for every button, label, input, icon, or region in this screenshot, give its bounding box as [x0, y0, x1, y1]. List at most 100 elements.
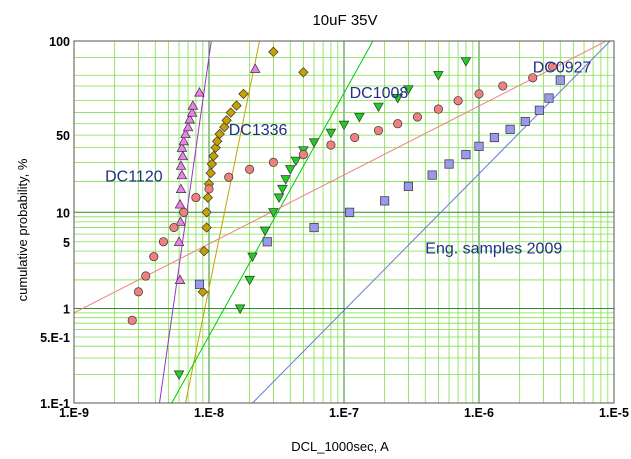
data-point	[204, 184, 214, 194]
data-point	[403, 85, 414, 95]
data-point	[453, 96, 463, 106]
data-point	[174, 198, 186, 209]
x-tick-label: 1.E-5	[599, 406, 629, 420]
data-point	[534, 105, 544, 115]
data-point	[178, 135, 190, 146]
data-point	[555, 75, 565, 85]
data-point	[268, 46, 279, 58]
data-point	[219, 121, 230, 133]
data-points	[127, 46, 565, 381]
data-point	[182, 121, 194, 132]
plot-frame	[73, 40, 615, 404]
data-point	[247, 252, 258, 263]
data-point	[149, 252, 159, 262]
data-point	[444, 159, 454, 169]
data-point	[245, 164, 255, 174]
data-point	[433, 71, 444, 81]
data-point	[231, 100, 242, 111]
data-point	[249, 63, 261, 73]
data-point	[175, 216, 186, 226]
data-point	[298, 67, 309, 78]
data-point	[206, 158, 218, 170]
data-point	[309, 223, 319, 233]
data-point	[202, 192, 214, 203]
data-point	[234, 304, 246, 314]
data-point	[259, 226, 271, 237]
fit-line	[159, 41, 212, 403]
data-point	[505, 124, 515, 134]
y-tick-label: 1.E-1	[40, 397, 70, 411]
data-point	[393, 119, 403, 129]
y-tick-label: 1	[63, 303, 70, 317]
data-point	[350, 132, 360, 143]
data-point	[308, 138, 320, 148]
data-point	[179, 207, 189, 217]
data-point	[197, 286, 209, 298]
data-point	[433, 104, 443, 114]
tick-labels: 1.E-9 1.E-8 1.E-7 1.E-6 1.E-5 100 50 10 5 1 5.E-1 1…	[40, 35, 629, 420]
x-tick-label: 1.E-9	[59, 406, 89, 420]
data-point	[262, 237, 272, 247]
data-point	[380, 196, 390, 206]
data-point	[191, 193, 201, 203]
data-point	[373, 102, 384, 113]
data-point	[180, 128, 191, 139]
data-point	[547, 62, 557, 72]
y-tick-label: 10	[56, 206, 70, 220]
annotation-label: DC1120	[105, 169, 163, 186]
data-point	[173, 236, 185, 246]
data-point	[194, 279, 205, 289]
annotation-label: Eng. samples 2009	[425, 240, 562, 257]
data-point	[280, 175, 292, 185]
data-point	[174, 274, 186, 284]
data-point	[176, 142, 188, 152]
data-point	[273, 193, 285, 204]
data-point	[326, 140, 336, 150]
data-point	[460, 57, 472, 67]
annotation-label: DC1008	[350, 85, 409, 102]
x-tick-label: 1.E-7	[329, 406, 359, 420]
data-point	[194, 87, 205, 97]
data-point	[498, 81, 508, 91]
data-point	[225, 107, 236, 118]
data-point	[158, 237, 169, 247]
data-point	[290, 156, 302, 167]
grid	[73, 41, 614, 403]
data-point	[214, 128, 225, 140]
data-point	[277, 184, 288, 195]
fit-line	[185, 41, 261, 403]
data-point	[268, 157, 278, 167]
y-tick-label: 5.E-1	[40, 331, 70, 345]
chart-title: 10uF 35V	[312, 12, 377, 29]
data-point	[175, 183, 187, 194]
data-point	[169, 223, 179, 233]
data-point	[412, 112, 422, 122]
data-point	[201, 222, 212, 233]
fit-lines	[74, 41, 611, 403]
data-point	[403, 181, 413, 191]
data-point	[354, 112, 365, 123]
data-point	[268, 208, 279, 218]
data-point	[474, 141, 484, 151]
data-point	[186, 107, 198, 117]
data-point	[244, 275, 255, 286]
y-axis-label: cumulative probability, %	[15, 158, 30, 301]
data-point	[461, 150, 471, 160]
data-point	[224, 172, 234, 182]
annotations: DC0927 DC1008 DC1336 DC1120 Eng. samples 200…	[105, 59, 591, 257]
data-point	[489, 132, 499, 143]
data-point	[528, 73, 538, 83]
data-point	[141, 271, 151, 281]
x-tick-label: 1.E-6	[464, 406, 494, 420]
y-tick-label: 50	[56, 129, 70, 143]
data-point	[338, 120, 350, 131]
data-point	[520, 116, 530, 127]
data-point	[176, 169, 188, 180]
annotation-label: DC0927	[533, 59, 592, 76]
annotation-label: DC1336	[229, 122, 288, 139]
data-point	[175, 160, 187, 170]
data-point	[198, 245, 210, 257]
data-point	[187, 100, 199, 110]
data-point	[238, 88, 249, 100]
